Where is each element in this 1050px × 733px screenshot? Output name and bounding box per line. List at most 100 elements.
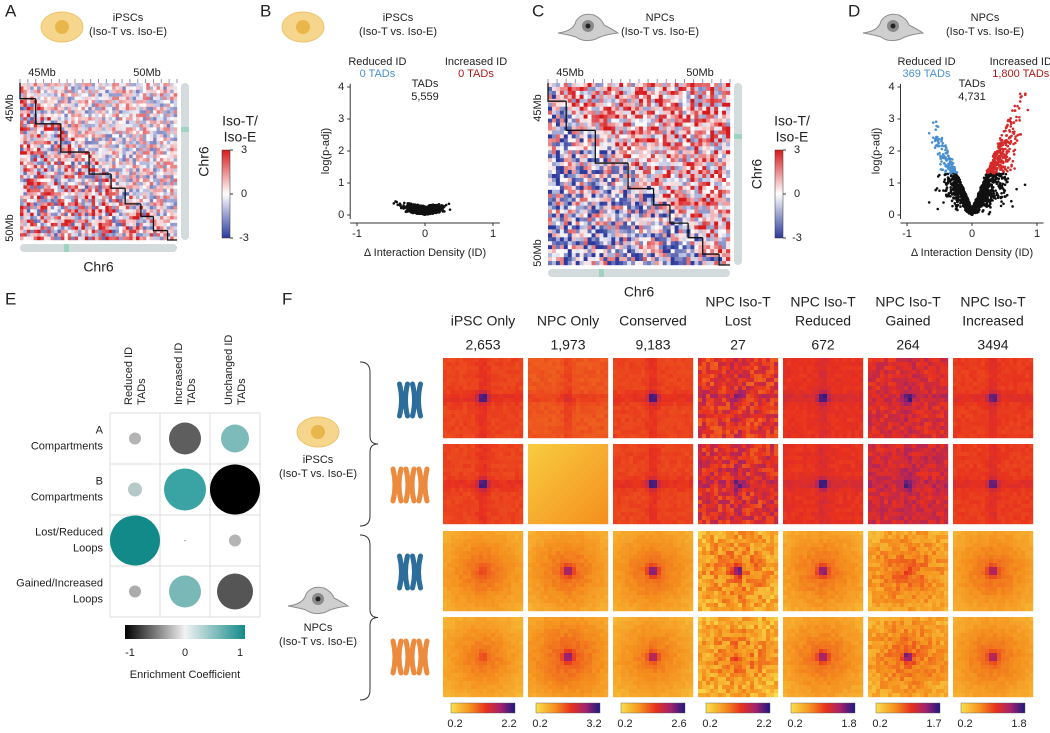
hic-pixel: [112, 179, 116, 183]
hic-pixel: [119, 162, 123, 166]
hic-pixel: [20, 237, 24, 241]
hic-pixel: [102, 202, 106, 206]
hic-pixel: [85, 182, 89, 186]
hic-pixel: [174, 86, 178, 90]
hic-pixel: [105, 223, 109, 227]
hic-pixel: [167, 179, 171, 183]
hic-pixel: [160, 192, 164, 196]
hic-pixel: [92, 121, 96, 125]
hic-pixel: [75, 93, 79, 97]
hic-pixel: [112, 216, 116, 220]
hic-pixel: [78, 206, 82, 210]
hic-pixel: [133, 223, 137, 227]
hic-pixel: [47, 196, 51, 200]
hic-pixel: [75, 199, 79, 203]
hic-pixel: [95, 151, 99, 155]
hic-pixel: [78, 144, 82, 148]
hic-pixel: [143, 124, 147, 128]
hic-pixel: [146, 182, 150, 186]
hic-pixel: [143, 168, 147, 172]
hic-pixel: [30, 144, 34, 148]
hic-pixel: [150, 158, 154, 162]
hic-pixel: [64, 158, 68, 162]
hic-pixel: [109, 121, 113, 125]
hic-pixel: [129, 196, 133, 200]
hic-pixel: [105, 192, 109, 196]
hic-pixel: [95, 220, 99, 224]
hic-pixel: [78, 97, 82, 101]
hic-pixel: [99, 223, 103, 227]
hic-pixel: [122, 209, 126, 213]
hic-pixel: [68, 107, 72, 111]
hic-pixel: [655, 99, 659, 103]
hic-pixel: [126, 141, 130, 145]
coordinate-label: 45Mb: [28, 67, 56, 79]
hic-pixel: [30, 107, 34, 111]
hic-pixel: [37, 144, 41, 148]
hic-pixel: [85, 144, 89, 148]
hic-pixel: [61, 189, 65, 193]
hic-pixel: [163, 134, 167, 138]
hic-pixel: [68, 103, 72, 107]
hic-pixel: [167, 107, 171, 111]
hic-pixel: [78, 121, 82, 125]
hic-pixel: [667, 91, 671, 95]
colorbar-tick-label: 3: [241, 144, 247, 156]
hic-pixel: [116, 162, 120, 166]
hic-pixel: [167, 131, 171, 135]
hic-pixel: [51, 206, 55, 210]
hic-pixel: [27, 107, 31, 111]
hic-pixel: [112, 103, 116, 107]
hic-pixel: [112, 158, 116, 162]
hic-pixel: [119, 230, 123, 234]
hic-pixel: [568, 99, 572, 103]
hic-pixel: [102, 83, 106, 87]
hic-pixel: [47, 110, 51, 114]
hic-pixel: [126, 172, 130, 176]
hic-pixel: [37, 220, 41, 224]
hic-pixel: [37, 209, 41, 213]
hic-pixel: [37, 165, 41, 169]
hic-pixel: [47, 175, 51, 179]
hic-pixel: [64, 192, 68, 196]
hic-pixel: [116, 121, 120, 125]
hic-pixel: [639, 99, 643, 103]
hic-pixel: [68, 114, 72, 118]
hic-pixel: [129, 100, 133, 104]
hic-pixel: [78, 162, 82, 166]
hic-pixel: [126, 121, 130, 125]
hic-pixel: [44, 226, 48, 230]
hic-pixel: [174, 127, 178, 131]
hic-pixel: [160, 175, 164, 179]
hic-pixel: [44, 138, 48, 142]
hic-pixel: [64, 103, 68, 107]
hic-pixel: [136, 90, 140, 94]
hic-pixel: [584, 99, 588, 103]
hic-pixel: [170, 83, 174, 87]
hic-pixel: [163, 117, 167, 121]
hic-pixel: [78, 93, 82, 97]
hic-pixel: [116, 107, 120, 111]
hic-pixel: [119, 237, 123, 241]
hic-pixel: [85, 196, 89, 200]
hic-pixel: [30, 124, 34, 128]
hic-pixel: [58, 175, 62, 179]
hic-pixel: [54, 86, 58, 90]
hic-pixel: [61, 83, 65, 87]
hic-pixel: [64, 185, 68, 189]
hic-pixel: [116, 100, 120, 104]
hic-pixel: [44, 131, 48, 135]
hic-pixel: [686, 91, 690, 95]
hic-pixel: [139, 226, 143, 230]
hic-pixel: [64, 220, 68, 224]
hic-pixel: [20, 220, 24, 224]
hic-pixel: [552, 95, 556, 99]
hic-pixel: [81, 199, 85, 203]
hic-pixel: [119, 148, 123, 152]
hic-pixel: [85, 117, 89, 121]
hic-pixel: [34, 185, 38, 189]
hic-pixel: [143, 138, 147, 142]
hic-pixel: [27, 144, 31, 148]
hic-pixel: [116, 202, 120, 206]
hic-pixel: [58, 97, 62, 101]
